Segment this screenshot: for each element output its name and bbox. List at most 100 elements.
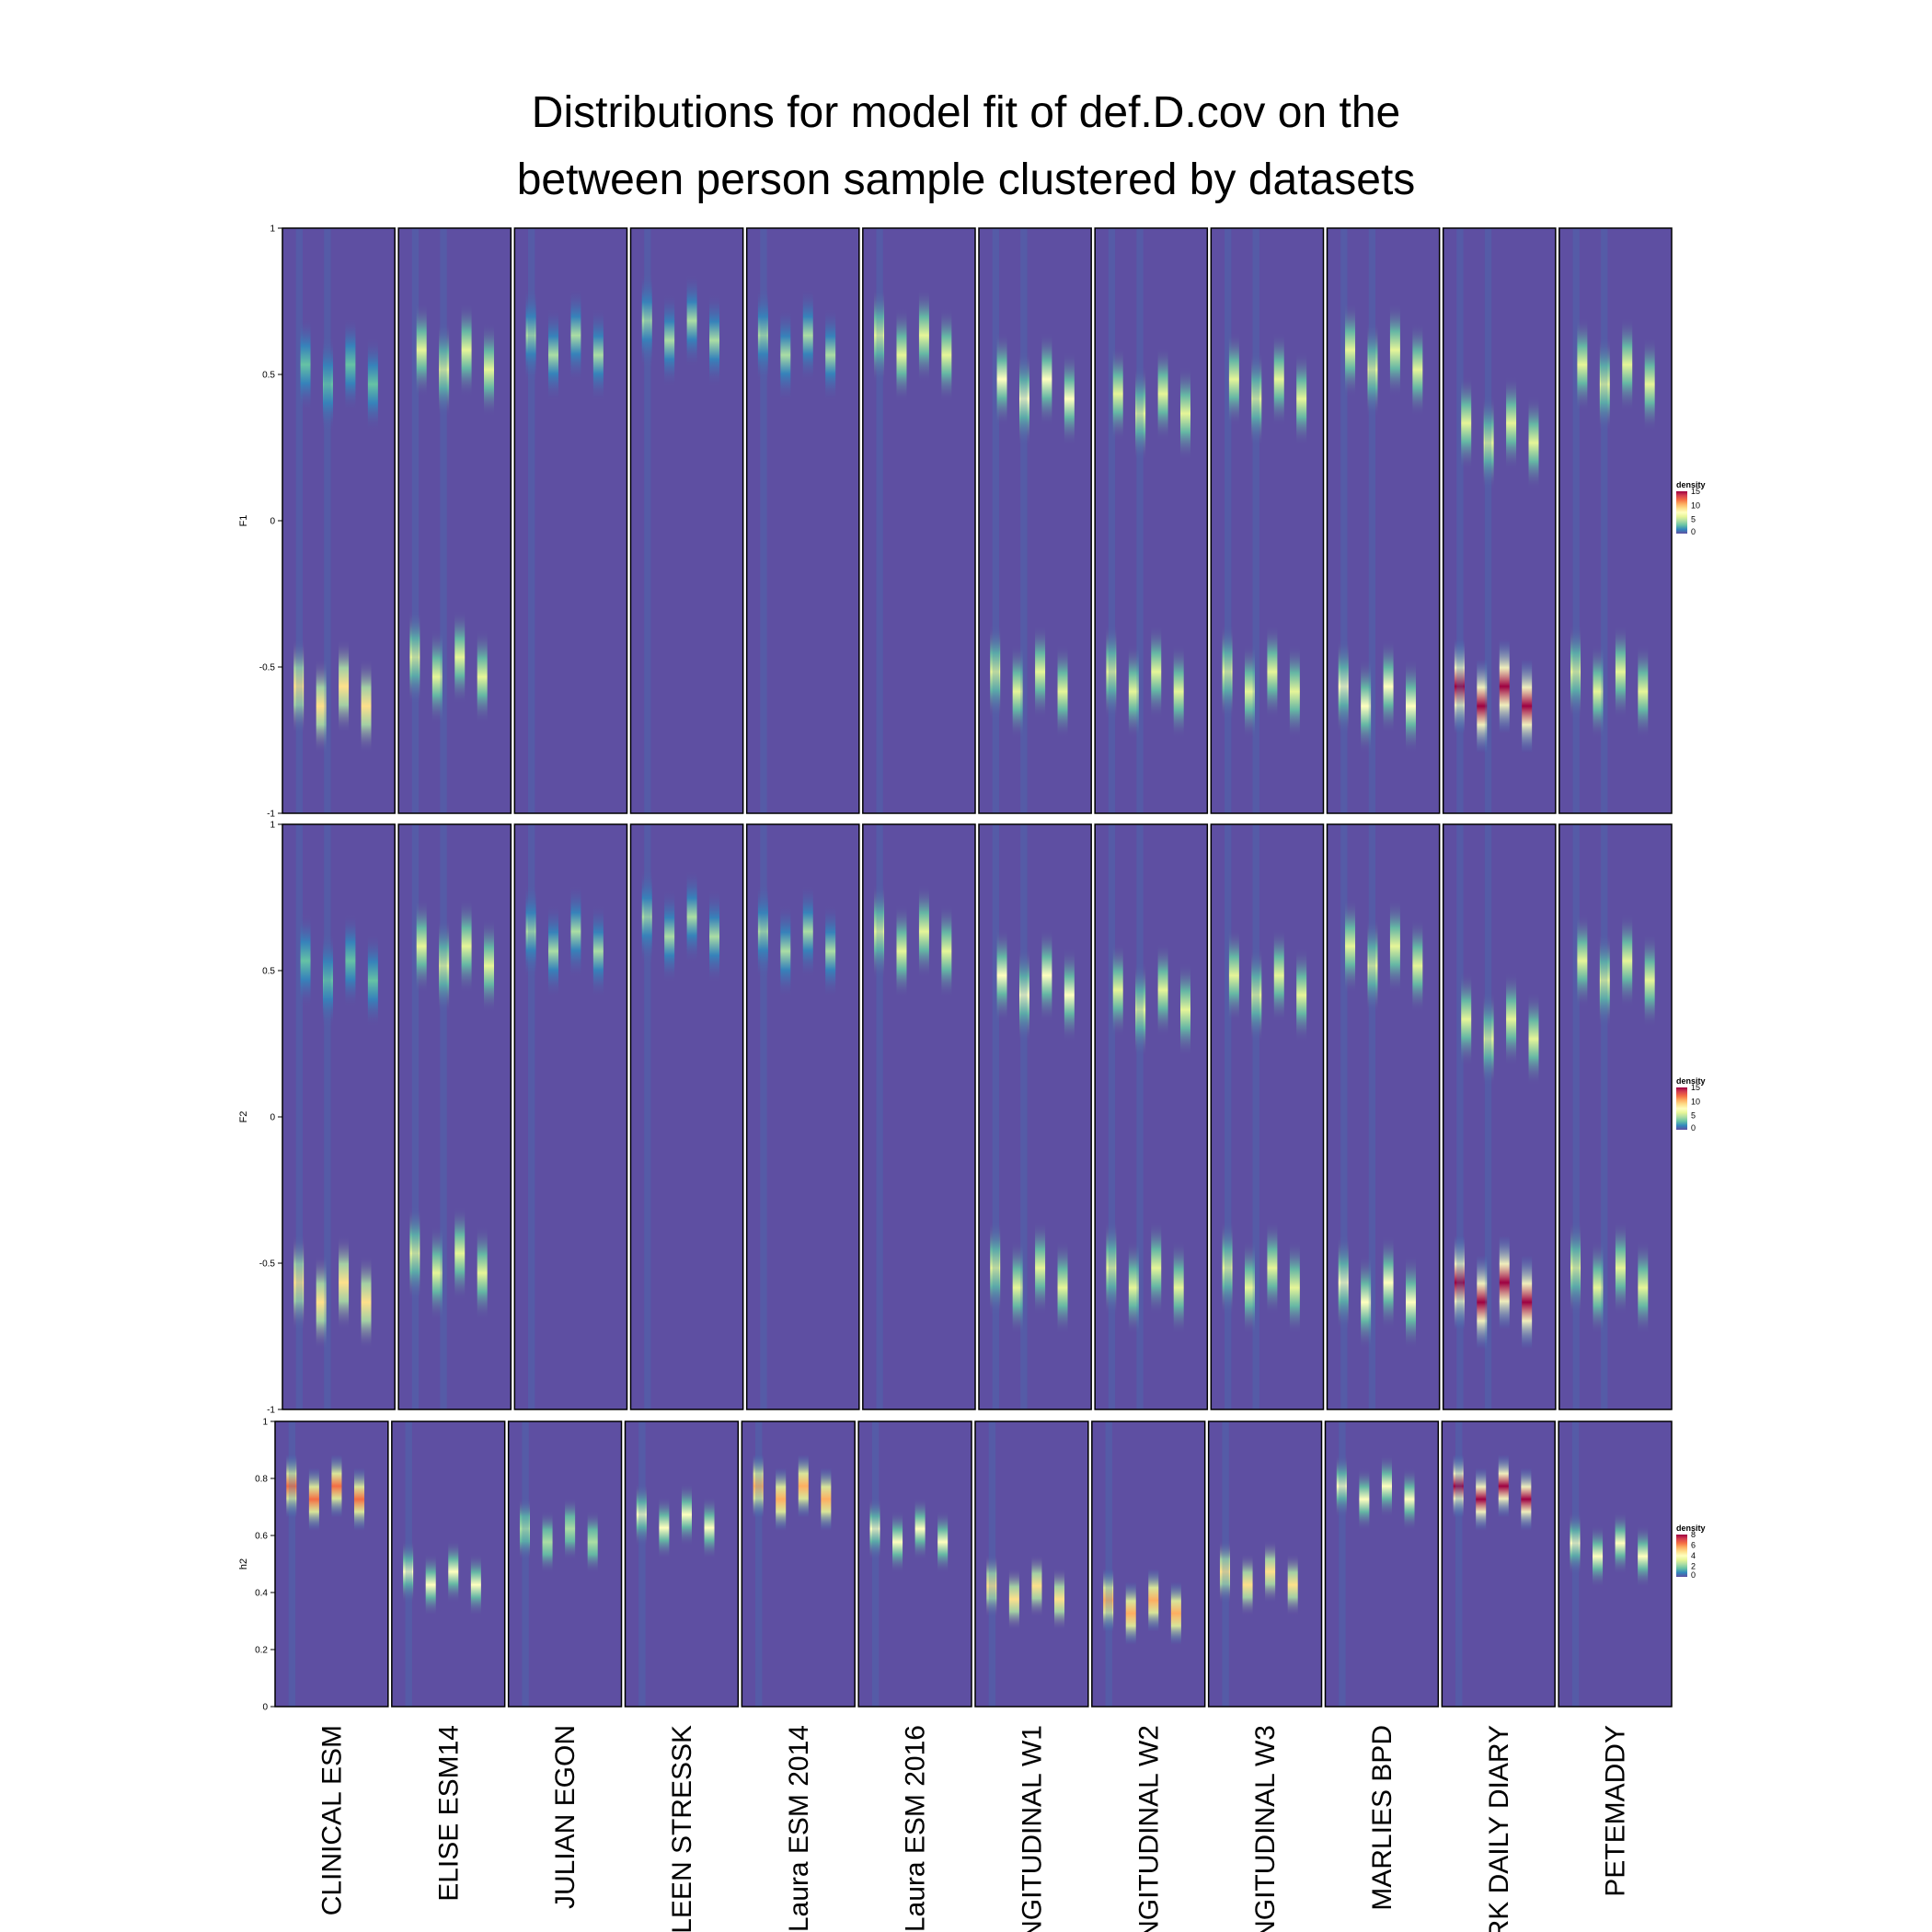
density-spread [288,1421,296,1707]
density-streak [1593,644,1604,739]
density-streak [1173,644,1184,739]
density-streak [1251,948,1262,1042]
density-spread [638,1421,646,1707]
panel-h2-julian-egon [507,1420,623,1708]
density-streak [1361,1255,1372,1350]
density-streak [986,1554,997,1617]
panel-f2-mturk-daily-diary [1442,823,1557,1410]
panel-background [858,1421,972,1707]
panel-border [857,1420,972,1708]
panel-f1-marlies-bpd [1326,227,1441,814]
density-streak [914,1497,926,1560]
density-spread [1020,228,1028,813]
panel-f2-marlies-bpd [1326,823,1441,1410]
density-spread [1456,824,1464,1409]
panel-f1-longitudinal-w3 [1210,227,1325,814]
density-streak [892,1511,903,1574]
y-tick-label: -1 [267,1406,275,1416]
density-streak [1615,625,1626,719]
legend-colorbar [1676,1535,1687,1577]
density-streak [1345,303,1356,397]
dataset-label-longitudinal-w2: LONGITUDINAL W2 [1133,1725,1164,1932]
density-spread [411,228,420,813]
density-streak [1222,625,1233,719]
panel-border [862,227,976,814]
y-axis-label-h2: h2 [238,1558,249,1570]
density-streak [753,1455,764,1518]
density-streak [322,337,333,431]
density-spread [1601,228,1608,813]
density-streak [641,273,652,368]
density-streak [1222,1221,1233,1316]
density-streak [1151,1221,1162,1316]
density-spread [988,1421,996,1707]
density-streak [1053,1568,1065,1631]
density-streak [322,933,333,1028]
density-streak [1267,625,1278,719]
density-streak [1228,928,1239,1023]
density-spread [871,1421,880,1707]
density-spread [644,228,651,813]
density-streak [1499,1236,1510,1329]
density-streak [1173,1240,1184,1335]
density-spread [876,228,883,813]
density-streak [1228,332,1239,427]
density-streak [1483,396,1494,490]
legend-tick-label: 15 [1691,487,1700,496]
density-streak [1599,337,1610,431]
density-streak [1389,303,1400,397]
panel-border [1326,823,1441,1410]
panel-f1-longitudinal-w1 [978,227,1092,814]
density-streak [484,918,495,1013]
density-streak [1012,644,1023,739]
panel-border [745,227,860,814]
legend-tick-label: 0 [1691,527,1696,536]
panel-border [1442,823,1557,1410]
legend-title: density [1676,480,1706,489]
density-spread [1572,824,1580,1409]
panel-border [513,227,628,814]
density-streak [1135,962,1146,1057]
density-streak [1018,351,1029,446]
panel-border [1441,1420,1556,1708]
legend-colorbar [1676,1087,1687,1130]
density-spread [1136,228,1144,813]
density-spread [440,228,447,813]
density-streak [686,273,697,368]
density-streak [1453,1455,1464,1518]
density-streak [316,659,327,753]
density-streak [1404,1467,1415,1531]
density-spread [1224,228,1232,813]
density-spread [760,228,767,813]
density-streak [918,288,929,383]
panel-border [282,227,396,814]
dataset-label-clinical-esm: CLINICAL ESM [316,1725,347,1915]
density-streak [470,1553,481,1616]
density-spread [1572,228,1580,813]
density-streak [1031,1554,1042,1617]
density-streak [316,1255,327,1350]
legend-tick-label: 10 [1691,500,1700,510]
panel-h2-marlies-bpd [1324,1420,1440,1708]
y-axis-label-f2: F2 [238,1111,249,1123]
density-streak [802,288,813,383]
density-spread [405,1421,412,1707]
density-streak [802,884,813,979]
density-streak [1389,899,1400,994]
y-tick-label: 0.5 [262,371,275,381]
density-streak [1157,943,1168,1037]
density-streak [1521,1467,1532,1531]
density-streak [1506,972,1517,1066]
density-streak [798,1455,809,1518]
density-streak [1622,914,1633,1008]
density-streak [403,1540,414,1604]
density-streak [1461,972,1472,1066]
density-streak [1570,1221,1581,1316]
density-streak [780,904,791,998]
density-streak [454,1206,466,1301]
density-streak [1638,1524,1649,1588]
panel-f1-clinical-esm [282,227,396,814]
density-streak [1406,659,1417,753]
density-spread [1455,1421,1463,1707]
panel-h2-longitudinal-w3 [1207,1420,1323,1708]
